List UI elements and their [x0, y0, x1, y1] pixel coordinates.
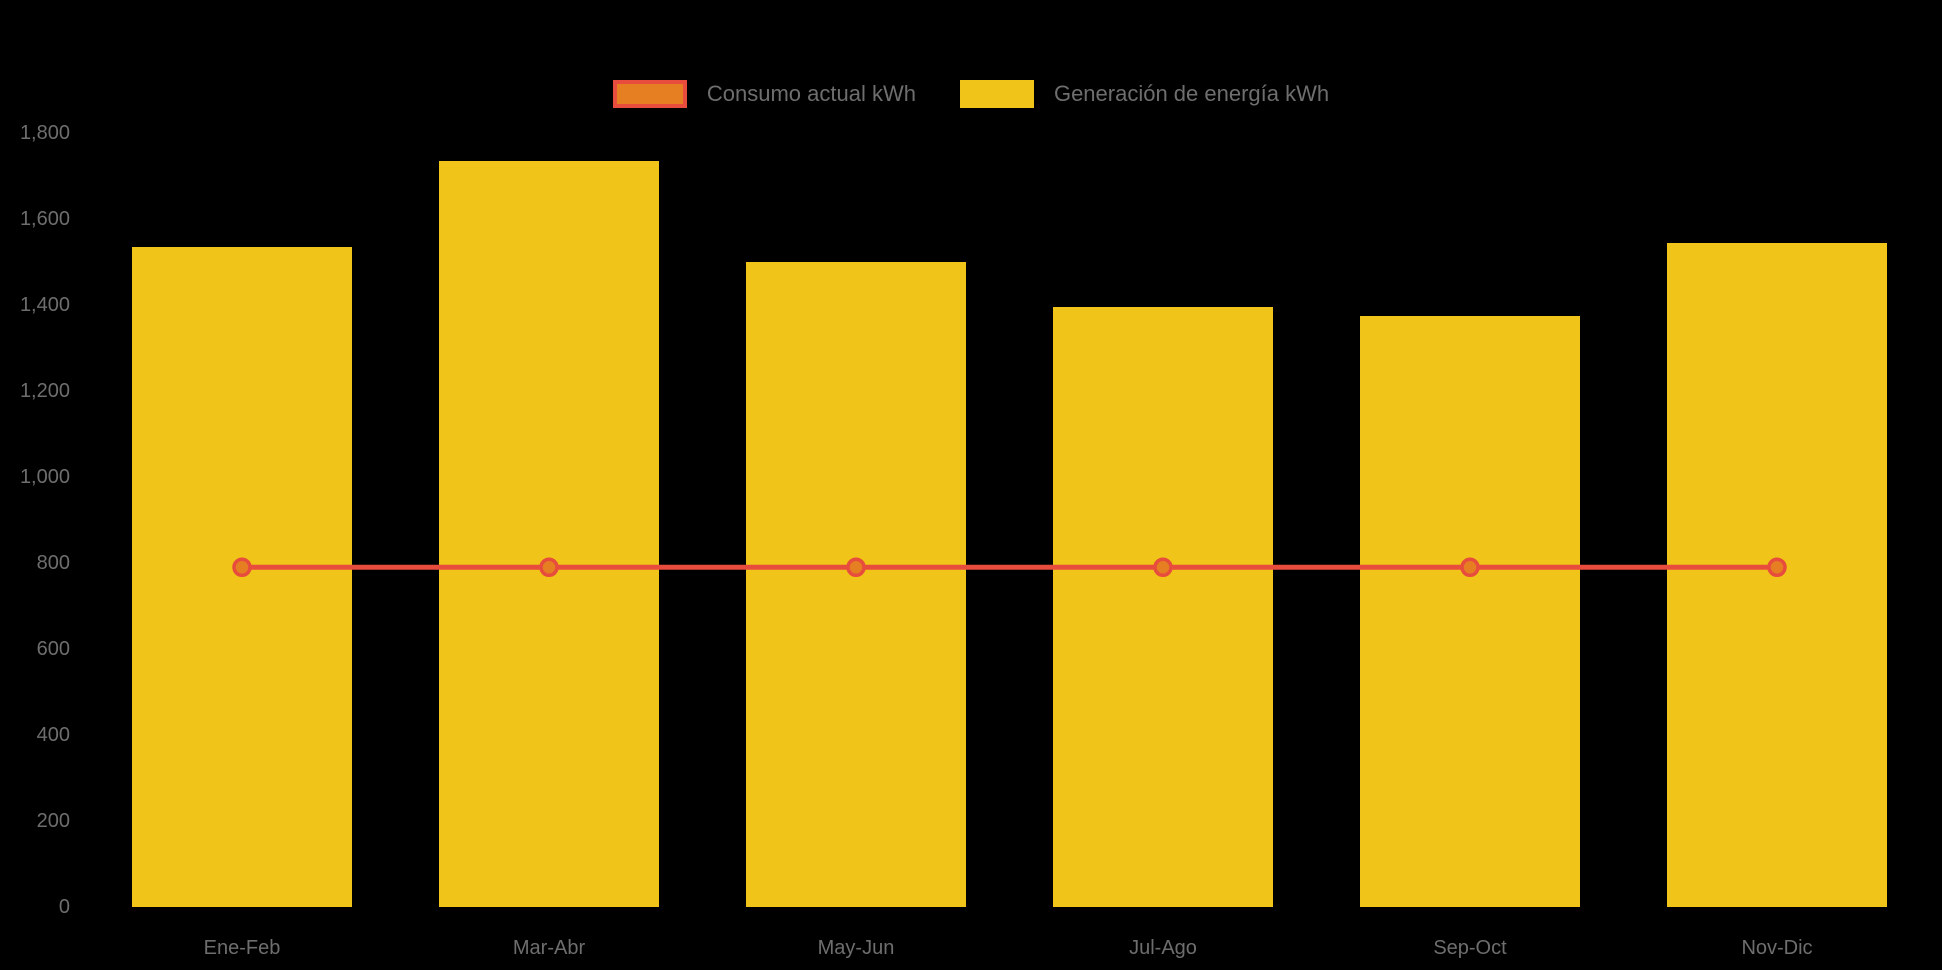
x-axis-category-label: Ene-Feb [203, 937, 281, 959]
bar-Sep-Oct[interactable] [1360, 315, 1580, 907]
y-axis-tick-label: 200 [36, 810, 70, 832]
bar-May-Jun[interactable] [746, 262, 966, 907]
y-axis-tick-label: 0 [58, 896, 70, 918]
legend-label-generacion: Generación de energía kWh [1053, 81, 1330, 106]
bar-Mar-Abr[interactable] [439, 160, 659, 907]
y-axis-tick-label: 400 [36, 724, 70, 746]
x-axis-category-label: Jul-Ago [1129, 937, 1197, 959]
x-axis-category-label: Nov-Dic [1741, 937, 1813, 959]
legend-swatch-generacion-icon [959, 80, 1034, 108]
y-axis-tick-label: 1,400 [19, 294, 70, 316]
x-axis-category-label: Mar-Abr [512, 937, 586, 959]
x-axis-category-label: May-Jun [817, 937, 895, 959]
bar-Jul-Ago[interactable] [1053, 307, 1273, 907]
x-axis-category-label: Sep-Oct [1433, 937, 1507, 959]
y-axis-tick-label: 1,000 [19, 466, 70, 488]
legend-swatch-consumo-icon [612, 80, 687, 108]
consumption-point-Ene-Feb[interactable] [232, 557, 252, 578]
y-axis-tick-label: 1,600 [19, 208, 70, 230]
y-axis-tick-label: 600 [36, 638, 70, 660]
y-axis-tick-label: 800 [36, 552, 70, 574]
consumption-point-Sep-Oct[interactable] [1460, 557, 1480, 578]
y-axis-tick-label: 1,800 [19, 122, 70, 144]
legend-item-generacion[interactable]: Generación de energía kWh [959, 80, 1330, 108]
consumption-point-Jul-Ago[interactable] [1153, 557, 1173, 578]
legend-item-consumo-actual[interactable]: Consumo actual kWh [612, 80, 916, 108]
consumption-point-Nov-Dic[interactable] [1767, 557, 1787, 578]
consumption-point-May-Jun[interactable] [846, 557, 866, 578]
legend-label-consumo: Consumo actual kWh [706, 81, 916, 106]
y-axis-tick-label: 1,200 [19, 380, 70, 402]
legend: Consumo actual kWh Generación de energía… [0, 80, 1942, 108]
consumption-point-Mar-Abr[interactable] [539, 557, 559, 578]
